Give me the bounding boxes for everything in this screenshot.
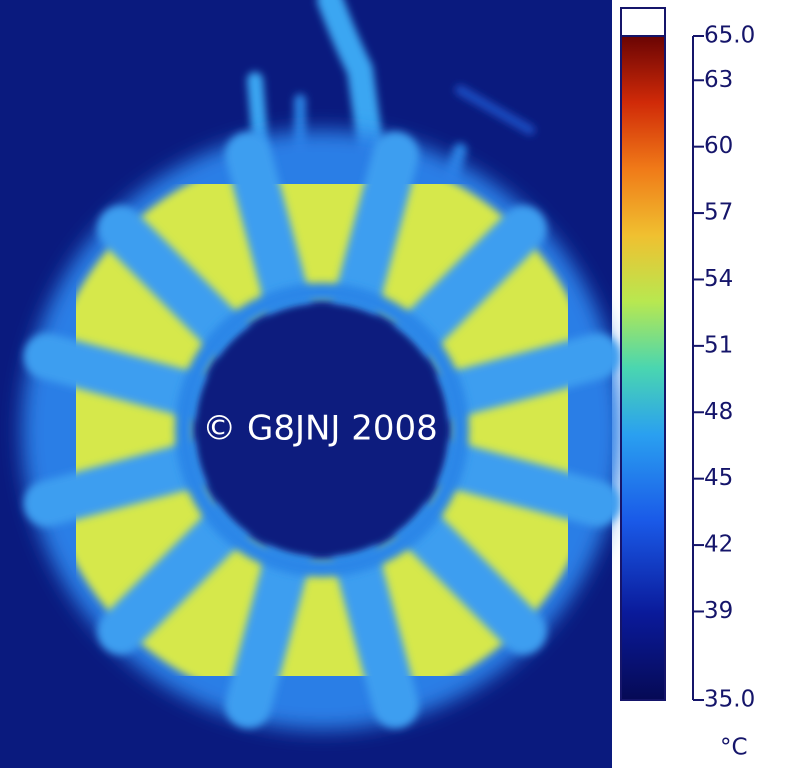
tick-label: 65.0 (704, 23, 755, 49)
tick-label: 35.0 (704, 687, 755, 713)
tick-label: 60 (704, 133, 733, 159)
coil-winding (387, 205, 547, 365)
unit-label: °C (720, 735, 748, 761)
tick-label: 48 (704, 399, 733, 425)
coil-winding (23, 439, 225, 527)
tick-label: 45 (704, 465, 733, 491)
coil-winding (97, 205, 257, 365)
colorbar: °C (620, 7, 748, 761)
tick-label: 39 (704, 598, 733, 624)
coil-winding (331, 131, 419, 333)
coil-winding (419, 333, 621, 421)
tick-label: 51 (704, 332, 733, 358)
coil-winding (331, 527, 419, 729)
tick-label: 57 (704, 200, 733, 226)
thermal-image: © G8JNJ 2008 (0, 0, 622, 768)
tick-label: 54 (704, 266, 733, 292)
tick-label: 42 (704, 532, 733, 558)
colorbar-cap (620, 7, 666, 37)
coil-winding (225, 131, 313, 333)
coil-winding (97, 495, 257, 655)
watermark: © G8JNJ 2008 (202, 409, 438, 449)
tick-label: 63 (704, 67, 733, 93)
coil-winding (23, 333, 225, 421)
colorbar-gradient (620, 35, 666, 701)
coil-winding (225, 527, 313, 729)
coil-winding (419, 439, 621, 527)
coil-winding (387, 495, 547, 655)
